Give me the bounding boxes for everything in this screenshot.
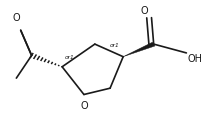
Text: O: O <box>80 101 88 111</box>
Text: O: O <box>140 6 148 16</box>
Text: or1: or1 <box>64 55 74 60</box>
Text: O: O <box>13 13 20 23</box>
Text: OH: OH <box>188 54 203 64</box>
Polygon shape <box>123 42 155 57</box>
Text: or1: or1 <box>110 43 120 48</box>
